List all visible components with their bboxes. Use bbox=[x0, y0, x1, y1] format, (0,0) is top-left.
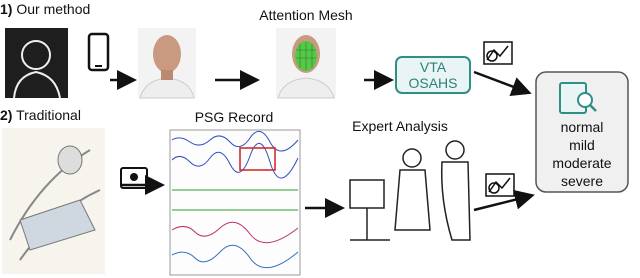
patient-illustration bbox=[2, 128, 105, 274]
chart-icon bbox=[485, 173, 515, 197]
severity-label: normal bbox=[561, 119, 604, 135]
outcome-box: normal mild moderate severe bbox=[535, 71, 629, 193]
face-mesh-photo bbox=[276, 28, 336, 99]
silhouette-icon bbox=[5, 28, 68, 99]
row-number: 1) bbox=[0, 1, 12, 17]
row-label: Traditional bbox=[16, 107, 81, 123]
row-title: 2) Traditional bbox=[0, 107, 81, 123]
model-label: OSAHS bbox=[408, 75, 457, 91]
row-number: 2) bbox=[0, 107, 12, 123]
step-label: Attention Mesh bbox=[259, 7, 352, 23]
severity-label: severe bbox=[561, 173, 603, 189]
psg-record-image bbox=[169, 129, 301, 276]
expert-illustration bbox=[349, 140, 471, 241]
arrow bbox=[473, 189, 535, 212]
chart-icon bbox=[483, 41, 513, 65]
step-label: Expert Analysis bbox=[352, 118, 448, 134]
model-box: VTA OSAHS bbox=[395, 56, 471, 94]
model-label: VTA bbox=[420, 59, 447, 75]
severity-label: moderate bbox=[552, 155, 611, 171]
phone-icon bbox=[87, 32, 110, 72]
row-label: Our method bbox=[16, 1, 90, 17]
step-label: PSG Record bbox=[195, 109, 274, 125]
face-photo bbox=[138, 28, 196, 99]
row-title: 1) Our method bbox=[0, 1, 90, 17]
severity-label: mild bbox=[569, 137, 595, 153]
arrow bbox=[473, 70, 532, 97]
